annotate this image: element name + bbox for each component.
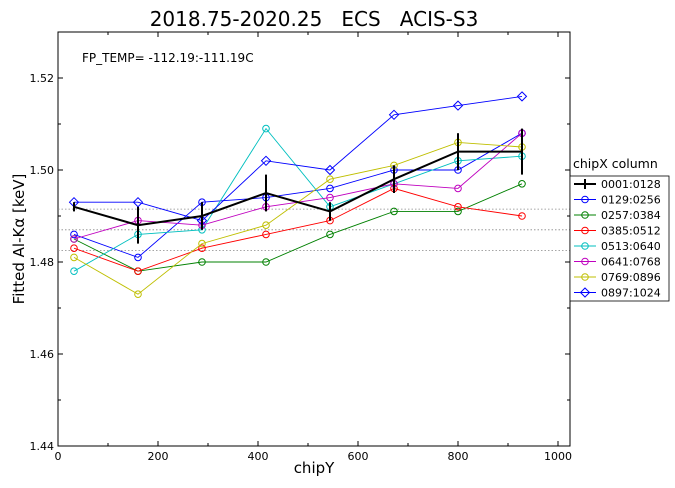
data-point <box>581 257 589 266</box>
data-point <box>262 258 270 266</box>
data-point <box>454 207 462 216</box>
series-0001-0128 <box>73 128 523 244</box>
x-tick-label: 200 <box>148 450 169 463</box>
data-point <box>581 195 589 204</box>
data-point <box>198 244 206 252</box>
data-point-diamond <box>452 100 464 111</box>
data-point <box>198 258 206 266</box>
chart-title: 2018.75-2020.25 ECS ACIS-S3 <box>150 7 479 31</box>
legend-label: 0897:1024 <box>601 287 661 300</box>
y-tick-label: 1.52 <box>30 72 55 85</box>
data-point <box>518 212 526 220</box>
legend: chipX column 0001:0128 0129:0256 0257:0384… <box>569 156 670 302</box>
data-point <box>581 211 589 219</box>
y-tick-label: 1.46 <box>30 348 55 361</box>
legend-label: 0257:0384 <box>601 209 661 222</box>
data-point <box>326 193 334 202</box>
series-line <box>73 150 522 227</box>
data-point-diamond <box>516 91 528 102</box>
data-point-diamond <box>388 109 400 121</box>
legend-item: 0385:0512 <box>574 225 661 238</box>
series-0385-0512 <box>70 184 526 276</box>
x-tick-label: 600 <box>348 450 369 463</box>
x-tick-label: 800 <box>448 450 469 463</box>
series-line <box>73 132 523 258</box>
data-point <box>262 230 270 239</box>
y-tick-label: 1.50 <box>30 164 55 177</box>
plot-frame <box>57 31 571 447</box>
data-point <box>70 235 78 243</box>
legend-item: 0513:0640 <box>574 240 661 253</box>
legend-label: 0129:0256 <box>601 194 661 207</box>
legend-item: 0257:0384 <box>574 209 661 222</box>
data-point <box>70 230 78 239</box>
data-point <box>390 207 398 216</box>
legend-label: 0769:0896 <box>601 271 661 284</box>
data-point <box>134 290 142 299</box>
data-point <box>198 239 206 248</box>
x-axis-label: chipY <box>294 459 335 477</box>
data-point <box>326 230 334 239</box>
data-point-diamond <box>260 155 272 167</box>
series-group <box>68 91 528 299</box>
data-point <box>70 267 78 276</box>
series-line <box>73 187 523 272</box>
data-point <box>454 184 462 193</box>
data-point <box>262 221 270 229</box>
axis-ticks: 0 200 400 600 800 1000 1.44 1.46 1.48 1.50 1.52 <box>30 32 572 463</box>
series-line <box>73 127 523 272</box>
legend-label: 0385:0512 <box>601 225 661 238</box>
series-line <box>73 132 523 240</box>
data-point <box>134 253 142 262</box>
legend-label: 0001:0128 <box>601 178 661 191</box>
legend-title: chipX column <box>573 156 658 171</box>
y-tick-label: 1.48 <box>30 256 55 269</box>
data-point <box>518 180 526 188</box>
data-point <box>70 253 78 262</box>
legend-items: 0001:0128 0129:0256 0257:0384 0385:0512 0513… <box>574 178 661 300</box>
fp-temp-annotation: FP_TEMP= -112.19:-111.19C <box>82 51 254 65</box>
y-tick-label: 1.44 <box>30 440 55 453</box>
legend-label: 0641:0768 <box>601 256 661 269</box>
legend-label: 0513:0640 <box>601 240 661 253</box>
data-point <box>581 273 589 281</box>
legend-item: 0769:0896 <box>574 271 661 284</box>
x-tick-label: 0 <box>55 450 62 463</box>
series-line <box>73 183 523 272</box>
data-point <box>326 175 334 183</box>
legend-item: 0897:1024 <box>574 287 661 300</box>
y-axis-label: Fitted Al-Kα [keV] <box>10 174 28 305</box>
data-point <box>581 226 589 235</box>
data-point <box>134 267 142 276</box>
data-point-diamond <box>324 164 336 176</box>
reference-lines <box>58 208 652 251</box>
data-point-diamond <box>132 196 144 208</box>
data-point <box>326 184 334 193</box>
series-line <box>74 95 523 222</box>
data-point-diamond <box>579 287 591 298</box>
data-point <box>581 242 589 250</box>
legend-item: 0001:0128 <box>574 178 661 191</box>
legend-item: 0641:0768 <box>574 256 661 269</box>
x-tick-label: 400 <box>248 450 269 463</box>
legend-item: 0129:0256 <box>574 194 661 207</box>
data-point <box>70 244 78 252</box>
data-point <box>454 203 462 211</box>
data-point <box>262 124 270 133</box>
x-tick-label: 1000 <box>544 450 572 463</box>
